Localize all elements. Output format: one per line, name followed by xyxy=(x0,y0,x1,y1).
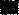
Text: Propane: Propane xyxy=(0,0,19,3)
Text: Temperature: Temperature xyxy=(0,0,19,6)
Text: O₂: O₂ xyxy=(0,0,19,11)
Text: CO₂: CO₂ xyxy=(0,0,19,10)
Text: FIGURE 3: FIGURE 3 xyxy=(1,1,19,15)
Text: propylene: propylene xyxy=(0,0,19,12)
